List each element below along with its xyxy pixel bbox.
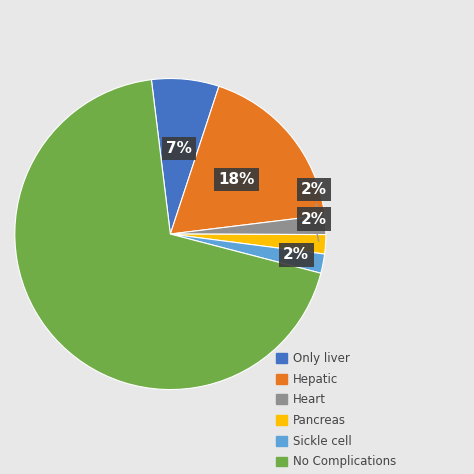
Wedge shape [170,234,325,273]
Wedge shape [170,234,326,254]
Wedge shape [170,215,326,235]
Legend: Only liver, Hepatic, Heart, Pancreas, Sickle cell, No Complications: Only liver, Hepatic, Heart, Pancreas, Si… [271,347,401,473]
Wedge shape [170,86,325,234]
Text: 18%: 18% [219,172,255,187]
Text: 7%: 7% [166,141,191,156]
Text: 2%: 2% [301,182,327,222]
Wedge shape [15,80,321,390]
Wedge shape [151,79,219,234]
Text: 2%: 2% [301,212,327,241]
Text: 2%: 2% [283,247,317,263]
